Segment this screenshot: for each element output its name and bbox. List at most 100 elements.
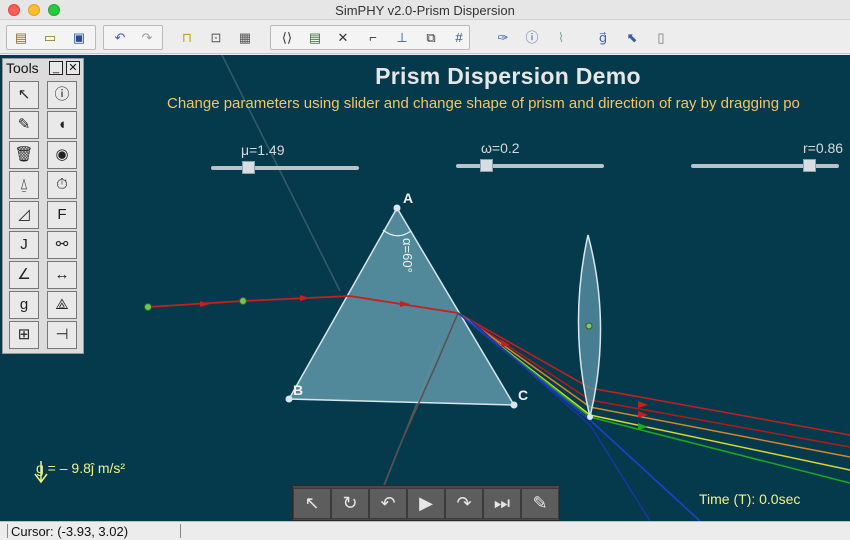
joint-tool[interactable]: ⚯	[47, 231, 77, 259]
tools-panel-title: Tools	[6, 60, 39, 76]
minimize-window-button[interactable]	[28, 4, 40, 16]
redo-button[interactable]: ↷	[445, 488, 483, 519]
tools-minimize-button[interactable]: _	[49, 61, 63, 75]
tools-icon[interactable]: ✕	[337, 30, 349, 45]
undo-icon[interactable]: ↶	[114, 30, 126, 45]
vertex-b-handle[interactable]	[285, 395, 293, 403]
battery-tool[interactable]: ⊞	[9, 321, 39, 349]
dispersed-ray-blue-2	[469, 319, 651, 521]
mouse-tool[interactable]: ◖	[47, 111, 77, 139]
incline-tool[interactable]: ◿	[9, 201, 39, 229]
status-separator	[7, 524, 8, 538]
lens-center-handle[interactable]	[585, 322, 593, 330]
ruler-icon[interactable]: ⌐	[369, 30, 377, 45]
export-icon[interactable]: ⊡	[210, 30, 222, 45]
time-label: Time (T): 0.0sec	[699, 491, 801, 507]
snapshot-icon[interactable]: ⧉	[426, 30, 436, 45]
status-bar: Cursor: (-3.93, 3.02)	[0, 521, 850, 540]
new-file-icon[interactable]: ▤	[14, 30, 28, 45]
properties-icon[interactable]: ▦	[238, 30, 252, 45]
select-move-icon[interactable]: ⬉	[626, 30, 638, 45]
playback-controls: ↖ ↻ ↶ ▶ ↷ ⏭ ✎	[292, 485, 560, 521]
pen-tool[interactable]: ✎	[9, 111, 39, 139]
info-icon[interactable]: ⓘ	[525, 30, 539, 45]
lock-icon[interactable]: ⊓	[181, 30, 193, 45]
save-icon[interactable]: ▣	[72, 30, 86, 45]
internal-ray	[377, 312, 459, 501]
ray-arrow	[400, 301, 410, 307]
mu-slider-knob[interactable]	[242, 161, 255, 174]
dispersed-ray-orange	[457, 312, 850, 458]
capacitor-tool[interactable]: ⊣	[47, 321, 77, 349]
mu-slider-label: μ=1.49	[241, 142, 285, 158]
vertex-a-label: A	[403, 190, 413, 206]
step-forward-button[interactable]: ⏭	[483, 488, 521, 519]
ray-arrow	[638, 401, 648, 408]
window-title: SimPHY v2.0-Prism Dispersion	[335, 3, 515, 18]
guide-line	[221, 55, 341, 292]
gravity-arrowhead	[34, 473, 48, 484]
tools-panel-header[interactable]: Tools _ ✕	[3, 59, 83, 79]
vertex-c-label: C	[518, 387, 528, 403]
vertex-a-handle[interactable]	[393, 204, 401, 212]
mu-slider-track[interactable]	[211, 166, 359, 170]
r-slider-knob[interactable]	[803, 159, 816, 172]
panel-icon[interactable]: ▤	[308, 30, 322, 45]
r-slider-track[interactable]	[691, 164, 839, 168]
select-button[interactable]: ↖	[293, 488, 331, 519]
ray-arrow	[300, 295, 310, 301]
r-slider-label: r=0.86	[803, 140, 844, 156]
cursor-readout: Cursor: (-3.93, 3.02)	[11, 524, 129, 539]
play-button[interactable]: ▶	[407, 488, 445, 519]
compass-tool[interactable]: ⟁	[47, 291, 77, 319]
angle-tool[interactable]: ∠	[9, 261, 39, 289]
code-icon[interactable]: ⟨⟩	[281, 30, 293, 45]
maximize-window-button[interactable]	[48, 4, 60, 16]
grid-icon[interactable]: #	[455, 30, 463, 45]
main-toolbar: ▤ ▭ ▣ ↶ ↷ ⊓ ⊡ ▦ ⟨⟩ ▤ ✕ ⌐ ⊥ ⧉ # ✑ ⓘ ⌇ g⃗ …	[0, 21, 850, 54]
lens-bottom-handle[interactable]	[587, 414, 593, 420]
link-icon[interactable]: ⌇	[557, 30, 565, 45]
edit-button[interactable]: ✎	[521, 488, 559, 519]
axes-icon[interactable]: ⊥	[396, 30, 408, 45]
ray-source-handle[interactable]	[144, 303, 152, 311]
force-tool[interactable]: F	[47, 201, 77, 229]
tools-toolbar-group: ✑ ⓘ ⌇	[480, 25, 580, 50]
info-tool[interactable]: ⓘ	[47, 81, 77, 109]
demo-subtitle: Change parameters using slider and chang…	[167, 95, 800, 112]
camera-tool[interactable]: ◉	[47, 141, 77, 169]
ray-arrow	[638, 411, 648, 418]
reset-button[interactable]: ↻	[331, 488, 369, 519]
measure-tool[interactable]: ↔	[47, 261, 77, 289]
dispersed-ray-red-2	[457, 312, 850, 448]
redo-icon[interactable]: ↷	[141, 30, 153, 45]
window-titlebar: SimPHY v2.0-Prism Dispersion	[0, 0, 850, 20]
impulse-tool[interactable]: J	[9, 231, 39, 259]
tools-panel: Tools _ ✕ ↖ ⓘ ✎ ◖ 🗑 ◉ ⍙ ⏱ ◿ F J ⚯ ∠ ↔ g …	[2, 58, 84, 354]
timer-tool[interactable]: ⏱	[47, 171, 77, 199]
gravity-icon[interactable]: g⃗	[598, 30, 608, 45]
tools-close-button[interactable]: ✕	[66, 61, 80, 75]
history-toolbar-group: ↶ ↷	[103, 25, 163, 50]
step-back-button[interactable]: ↶	[369, 488, 407, 519]
status-separator	[180, 524, 181, 538]
mouse-icon[interactable]: ▯	[657, 30, 665, 45]
omega-slider-label: ω=0.2	[481, 140, 520, 156]
pendulum-tool[interactable]: ⍙	[9, 171, 39, 199]
omega-slider-track[interactable]	[456, 164, 604, 168]
gravity-tool[interactable]: g	[9, 291, 39, 319]
close-window-button[interactable]	[8, 4, 20, 16]
ray-direction-handle[interactable]	[239, 297, 247, 305]
delete-tool[interactable]: 🗑	[9, 141, 39, 169]
ray-arrow	[638, 423, 648, 430]
omega-slider-knob[interactable]	[480, 159, 493, 172]
open-file-icon[interactable]: ▭	[43, 30, 57, 45]
vertex-c-handle[interactable]	[510, 401, 518, 409]
edit-toolbar-group: ⊓ ⊡ ▦	[170, 25, 264, 50]
simulation-canvas[interactable]: α=60° A B C Prism	[0, 55, 850, 521]
pin-icon[interactable]: ✑	[497, 30, 509, 45]
prism-angle-arc	[382, 229, 412, 237]
select-tool[interactable]: ↖	[9, 81, 39, 109]
ray-arrow	[500, 339, 510, 347]
ray-arrow	[200, 301, 210, 307]
